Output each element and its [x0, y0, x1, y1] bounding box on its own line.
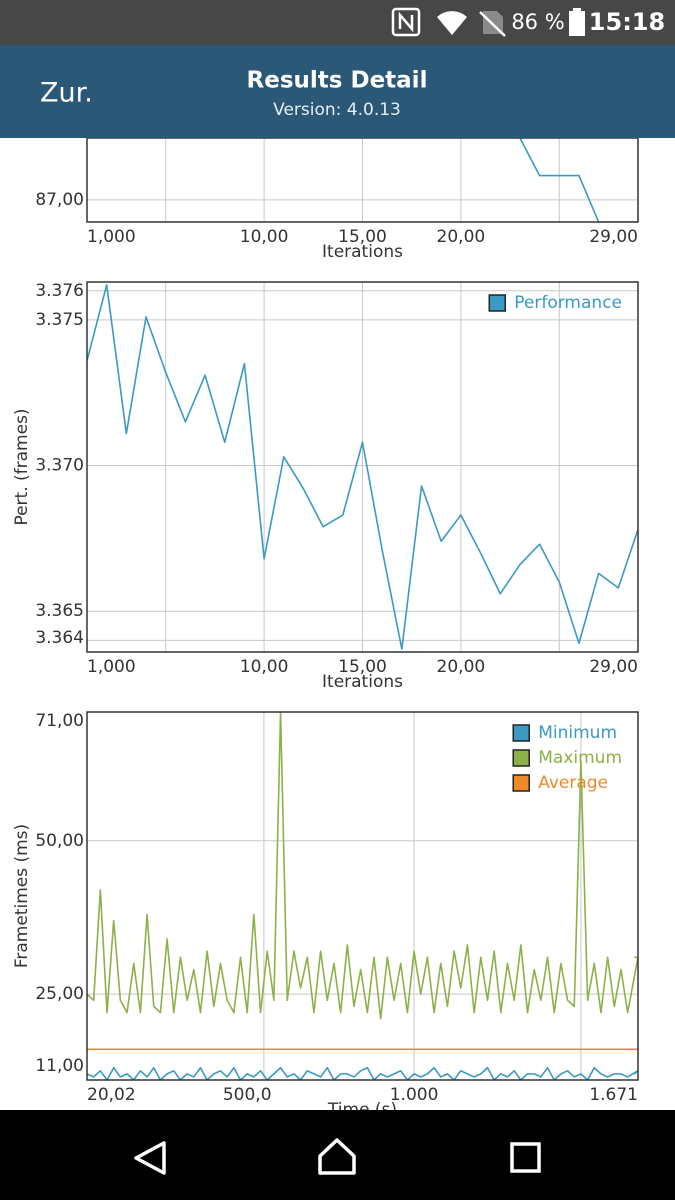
data-line: [87, 712, 638, 1020]
x-tick-label: 1.671: [589, 1085, 638, 1105]
x-tick-label: 20,02: [87, 1085, 136, 1105]
legend-swatch: [488, 294, 507, 312]
x-tick-label: 1.000: [390, 1085, 439, 1105]
legend-label: Average: [538, 773, 608, 793]
battery-icon: [569, 8, 585, 36]
plot-area: [87, 284, 638, 650]
page-subtitle: Version: 4.0.13: [273, 100, 401, 120]
legend-swatch: [512, 724, 530, 742]
x-axis-label: Iterations: [322, 672, 403, 692]
back-nav[interactable]: [134, 1141, 166, 1175]
x-tick-label: 10,00: [240, 227, 289, 247]
data-line: [519, 138, 638, 222]
home-nav[interactable]: [318, 1138, 356, 1175]
clock: 15:18: [589, 8, 665, 36]
legend-label: Minimum: [538, 723, 617, 743]
app-bar: [0, 45, 675, 138]
battery-percent: 86 %: [511, 10, 564, 34]
x-tick-label: 1,000: [87, 227, 136, 247]
legend-swatch: [512, 774, 530, 792]
legend-label: Maximum: [538, 748, 622, 768]
x-tick-label: 20,00: [437, 657, 486, 677]
status-bar: [0, 0, 675, 45]
x-tick-label: 29,00: [589, 657, 638, 677]
x-tick-label: 500,0: [223, 1085, 272, 1105]
nav-bar: [0, 1110, 675, 1200]
legend-swatch: [512, 749, 530, 767]
x-axis-label: Iterations: [322, 242, 403, 262]
y-tick-label: 3.375: [35, 310, 84, 330]
data-line: [87, 284, 638, 650]
no-sim-icon: [479, 11, 506, 37]
y-tick-label: 11,00: [35, 1056, 84, 1076]
wifi-icon: [437, 11, 467, 35]
back-button[interactable]: Zur.: [40, 78, 93, 109]
y-tick-label: 3.364: [35, 628, 84, 648]
y-tick-label: 50,00: [35, 831, 84, 851]
x-tick-label: 15,00: [338, 227, 387, 247]
plot-border: [86, 711, 639, 1081]
plot-border: [86, 281, 639, 653]
y-axis-label: Frametimes (ms): [12, 824, 32, 968]
x-tick-label: 15,00: [338, 657, 387, 677]
nfc-icon: [391, 7, 421, 37]
data-line: [87, 1066, 638, 1080]
recents-nav[interactable]: [510, 1142, 541, 1173]
page-title: Results Detail: [247, 68, 428, 94]
y-tick-label: 3.365: [35, 601, 84, 621]
plot-area: [519, 138, 638, 222]
x-tick-label: 29,00: [589, 227, 638, 247]
legend-label: Performance: [514, 293, 622, 313]
y-axis-label: Pert. (frames): [12, 408, 32, 525]
plot-area: [87, 712, 638, 1080]
y-tick-label: 3.370: [35, 456, 84, 476]
chart: 87,001,000 10,00 15,00 20,00 29,00 Iterations: [35, 137, 639, 262]
x-tick-label: 20,00: [437, 227, 486, 247]
x-tick-label: 10,00: [240, 657, 289, 677]
y-tick-label: 71,00: [35, 711, 84, 731]
y-tick-label: 3.376: [35, 281, 84, 301]
y-tick-label: 25,00: [35, 984, 84, 1004]
charts: 87,001,000 10,00 15,00 20,00 29,00Iterations…: [12, 137, 639, 1120]
x-tick-label: 1,000: [87, 657, 136, 677]
y-tick-label: 87,00: [35, 190, 84, 210]
